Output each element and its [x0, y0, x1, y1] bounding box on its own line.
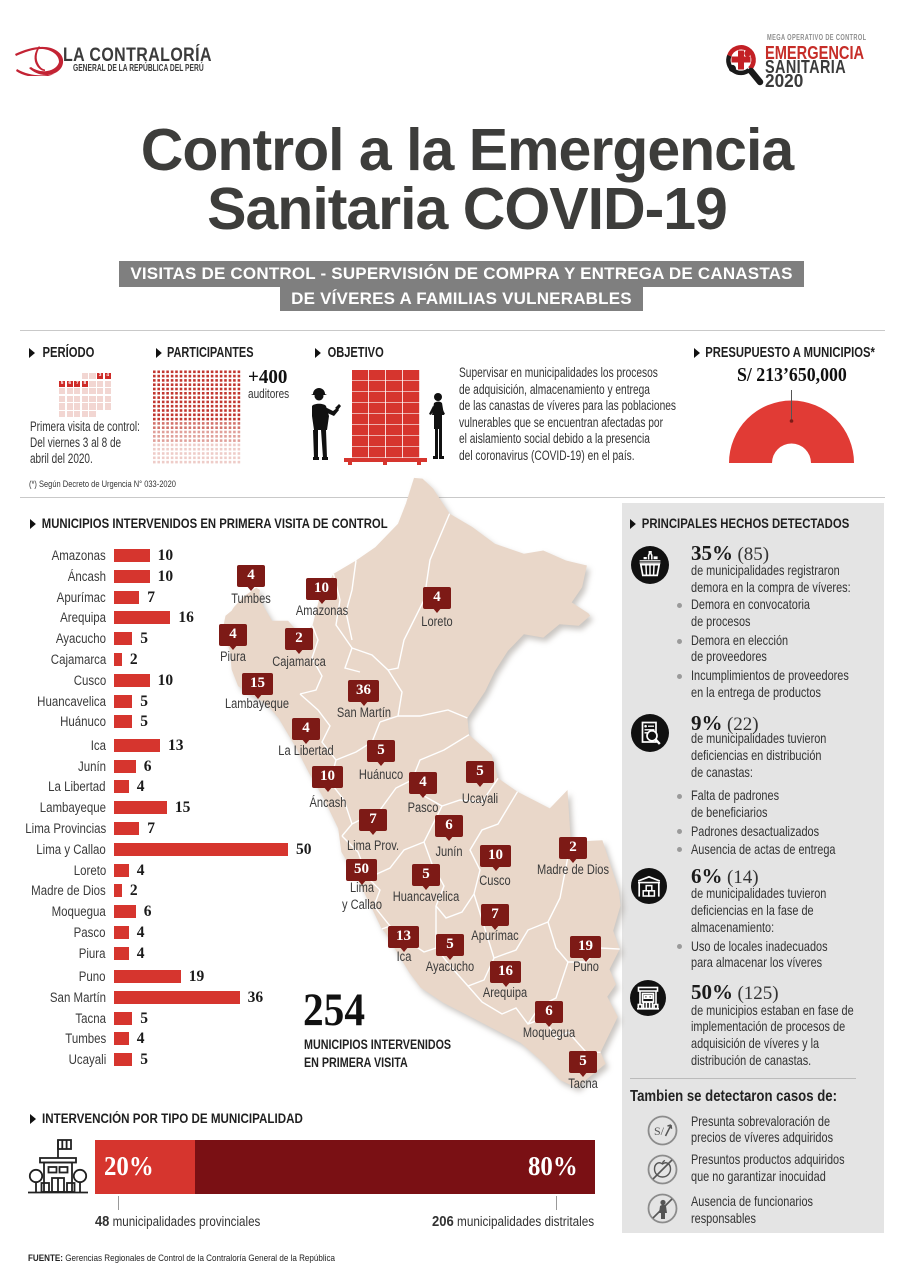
- svg-text:S/: S/: [654, 1124, 665, 1138]
